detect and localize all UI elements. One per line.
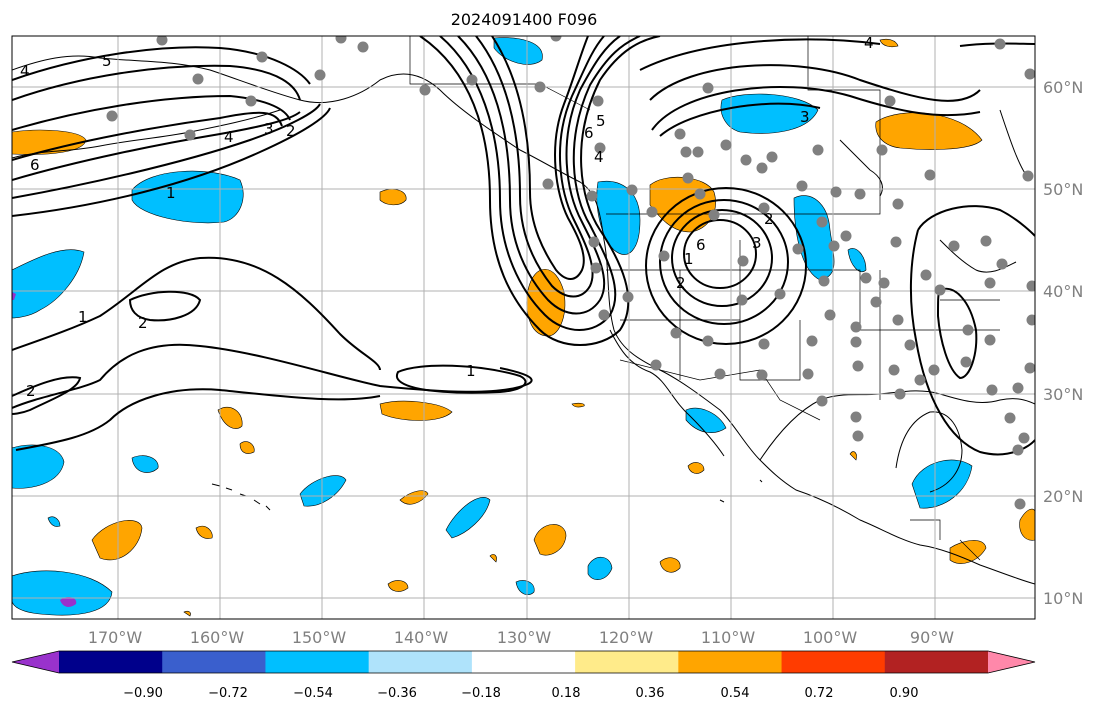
svg-text:130°W: 130°W xyxy=(497,628,552,647)
colorbar-segment xyxy=(471,651,576,673)
svg-text:40°N: 40°N xyxy=(1043,282,1083,301)
svg-text:120°W: 120°W xyxy=(599,628,654,647)
svg-text:60°N: 60°N xyxy=(1043,78,1083,97)
shaded-negative-areas xyxy=(12,37,973,616)
colorbar-segment xyxy=(368,651,473,673)
lat-lon-grid xyxy=(12,36,1035,619)
station-markers xyxy=(106,36,1035,510)
svg-text:−0.18: −0.18 xyxy=(461,686,501,701)
colorbar-segment xyxy=(678,651,783,673)
svg-text:3: 3 xyxy=(752,234,762,252)
svg-text:90°W: 90°W xyxy=(910,628,954,647)
colorbar-labels: −0.90 −0.72 −0.54 −0.36 −0.18 0.18 0.36 … xyxy=(123,686,918,701)
svg-text:150°W: 150°W xyxy=(292,628,347,647)
svg-text:30°N: 30°N xyxy=(1043,385,1083,404)
svg-text:50°N: 50°N xyxy=(1043,180,1083,199)
svg-text:0.18: 0.18 xyxy=(552,686,581,701)
svg-text:1: 1 xyxy=(78,308,88,326)
svg-text:−0.54: −0.54 xyxy=(293,686,333,701)
svg-text:2: 2 xyxy=(676,274,686,292)
shaded-strong-negative xyxy=(12,292,77,607)
svg-text:5: 5 xyxy=(102,52,112,70)
colorbar-extend-high xyxy=(988,651,1035,673)
svg-text:2: 2 xyxy=(138,314,148,332)
svg-text:−0.36: −0.36 xyxy=(377,686,417,701)
contour-labels: 4 5 6 4 3 2 1 1 2 2 1 6 5 4 3 2 1 2 3 6 … xyxy=(20,34,874,400)
svg-text:4: 4 xyxy=(594,148,604,166)
svg-text:2: 2 xyxy=(286,122,296,140)
svg-text:0.36: 0.36 xyxy=(636,686,665,701)
svg-text:1: 1 xyxy=(684,250,694,268)
colorbar-segment xyxy=(884,651,989,673)
svg-text:0.90: 0.90 xyxy=(890,686,919,701)
colorbar-segment xyxy=(265,651,370,673)
svg-text:−0.72: −0.72 xyxy=(208,686,248,701)
colorbar-segment xyxy=(59,651,163,673)
svg-text:0.72: 0.72 xyxy=(805,686,834,701)
svg-text:6: 6 xyxy=(696,236,706,254)
svg-text:170°W: 170°W xyxy=(88,628,143,647)
svg-text:100°W: 100°W xyxy=(803,628,858,647)
map-frame xyxy=(11,35,1036,620)
svg-text:1: 1 xyxy=(166,184,176,202)
longitude-labels: 170°W 160°W 150°W 140°W 130°W 120°W 110°… xyxy=(88,628,954,647)
map-title: 2024091400 F096 xyxy=(450,10,598,29)
svg-text:2: 2 xyxy=(26,382,36,400)
svg-text:110°W: 110°W xyxy=(701,628,756,647)
svg-text:140°W: 140°W xyxy=(394,628,449,647)
svg-text:4: 4 xyxy=(224,128,234,146)
colorbar-segment xyxy=(575,651,679,673)
svg-text:5: 5 xyxy=(596,112,606,130)
svg-text:10°N: 10°N xyxy=(1043,589,1083,608)
svg-text:4: 4 xyxy=(864,34,874,52)
svg-text:3: 3 xyxy=(264,120,274,138)
svg-text:3: 3 xyxy=(800,108,810,126)
contour-lines xyxy=(12,36,1035,456)
shaded-positive-areas xyxy=(12,38,1035,617)
svg-text:−0.90: −0.90 xyxy=(123,686,163,701)
colorbar-segment xyxy=(781,651,886,673)
svg-text:0.54: 0.54 xyxy=(721,686,750,701)
svg-text:20°N: 20°N xyxy=(1043,487,1083,506)
colorbar-outline xyxy=(11,650,1036,674)
colorbar-extend-low xyxy=(12,651,59,673)
colorbar-segment xyxy=(162,651,266,673)
latitude-labels: 60°N 50°N 40°N 30°N 20°N 10°N xyxy=(1043,78,1083,608)
svg-text:4: 4 xyxy=(20,62,30,80)
svg-text:6: 6 xyxy=(584,124,594,142)
svg-text:2: 2 xyxy=(764,210,774,228)
svg-text:1: 1 xyxy=(466,362,476,380)
colorbar xyxy=(11,650,1036,674)
svg-text:160°W: 160°W xyxy=(190,628,245,647)
svg-text:6: 6 xyxy=(30,156,40,174)
